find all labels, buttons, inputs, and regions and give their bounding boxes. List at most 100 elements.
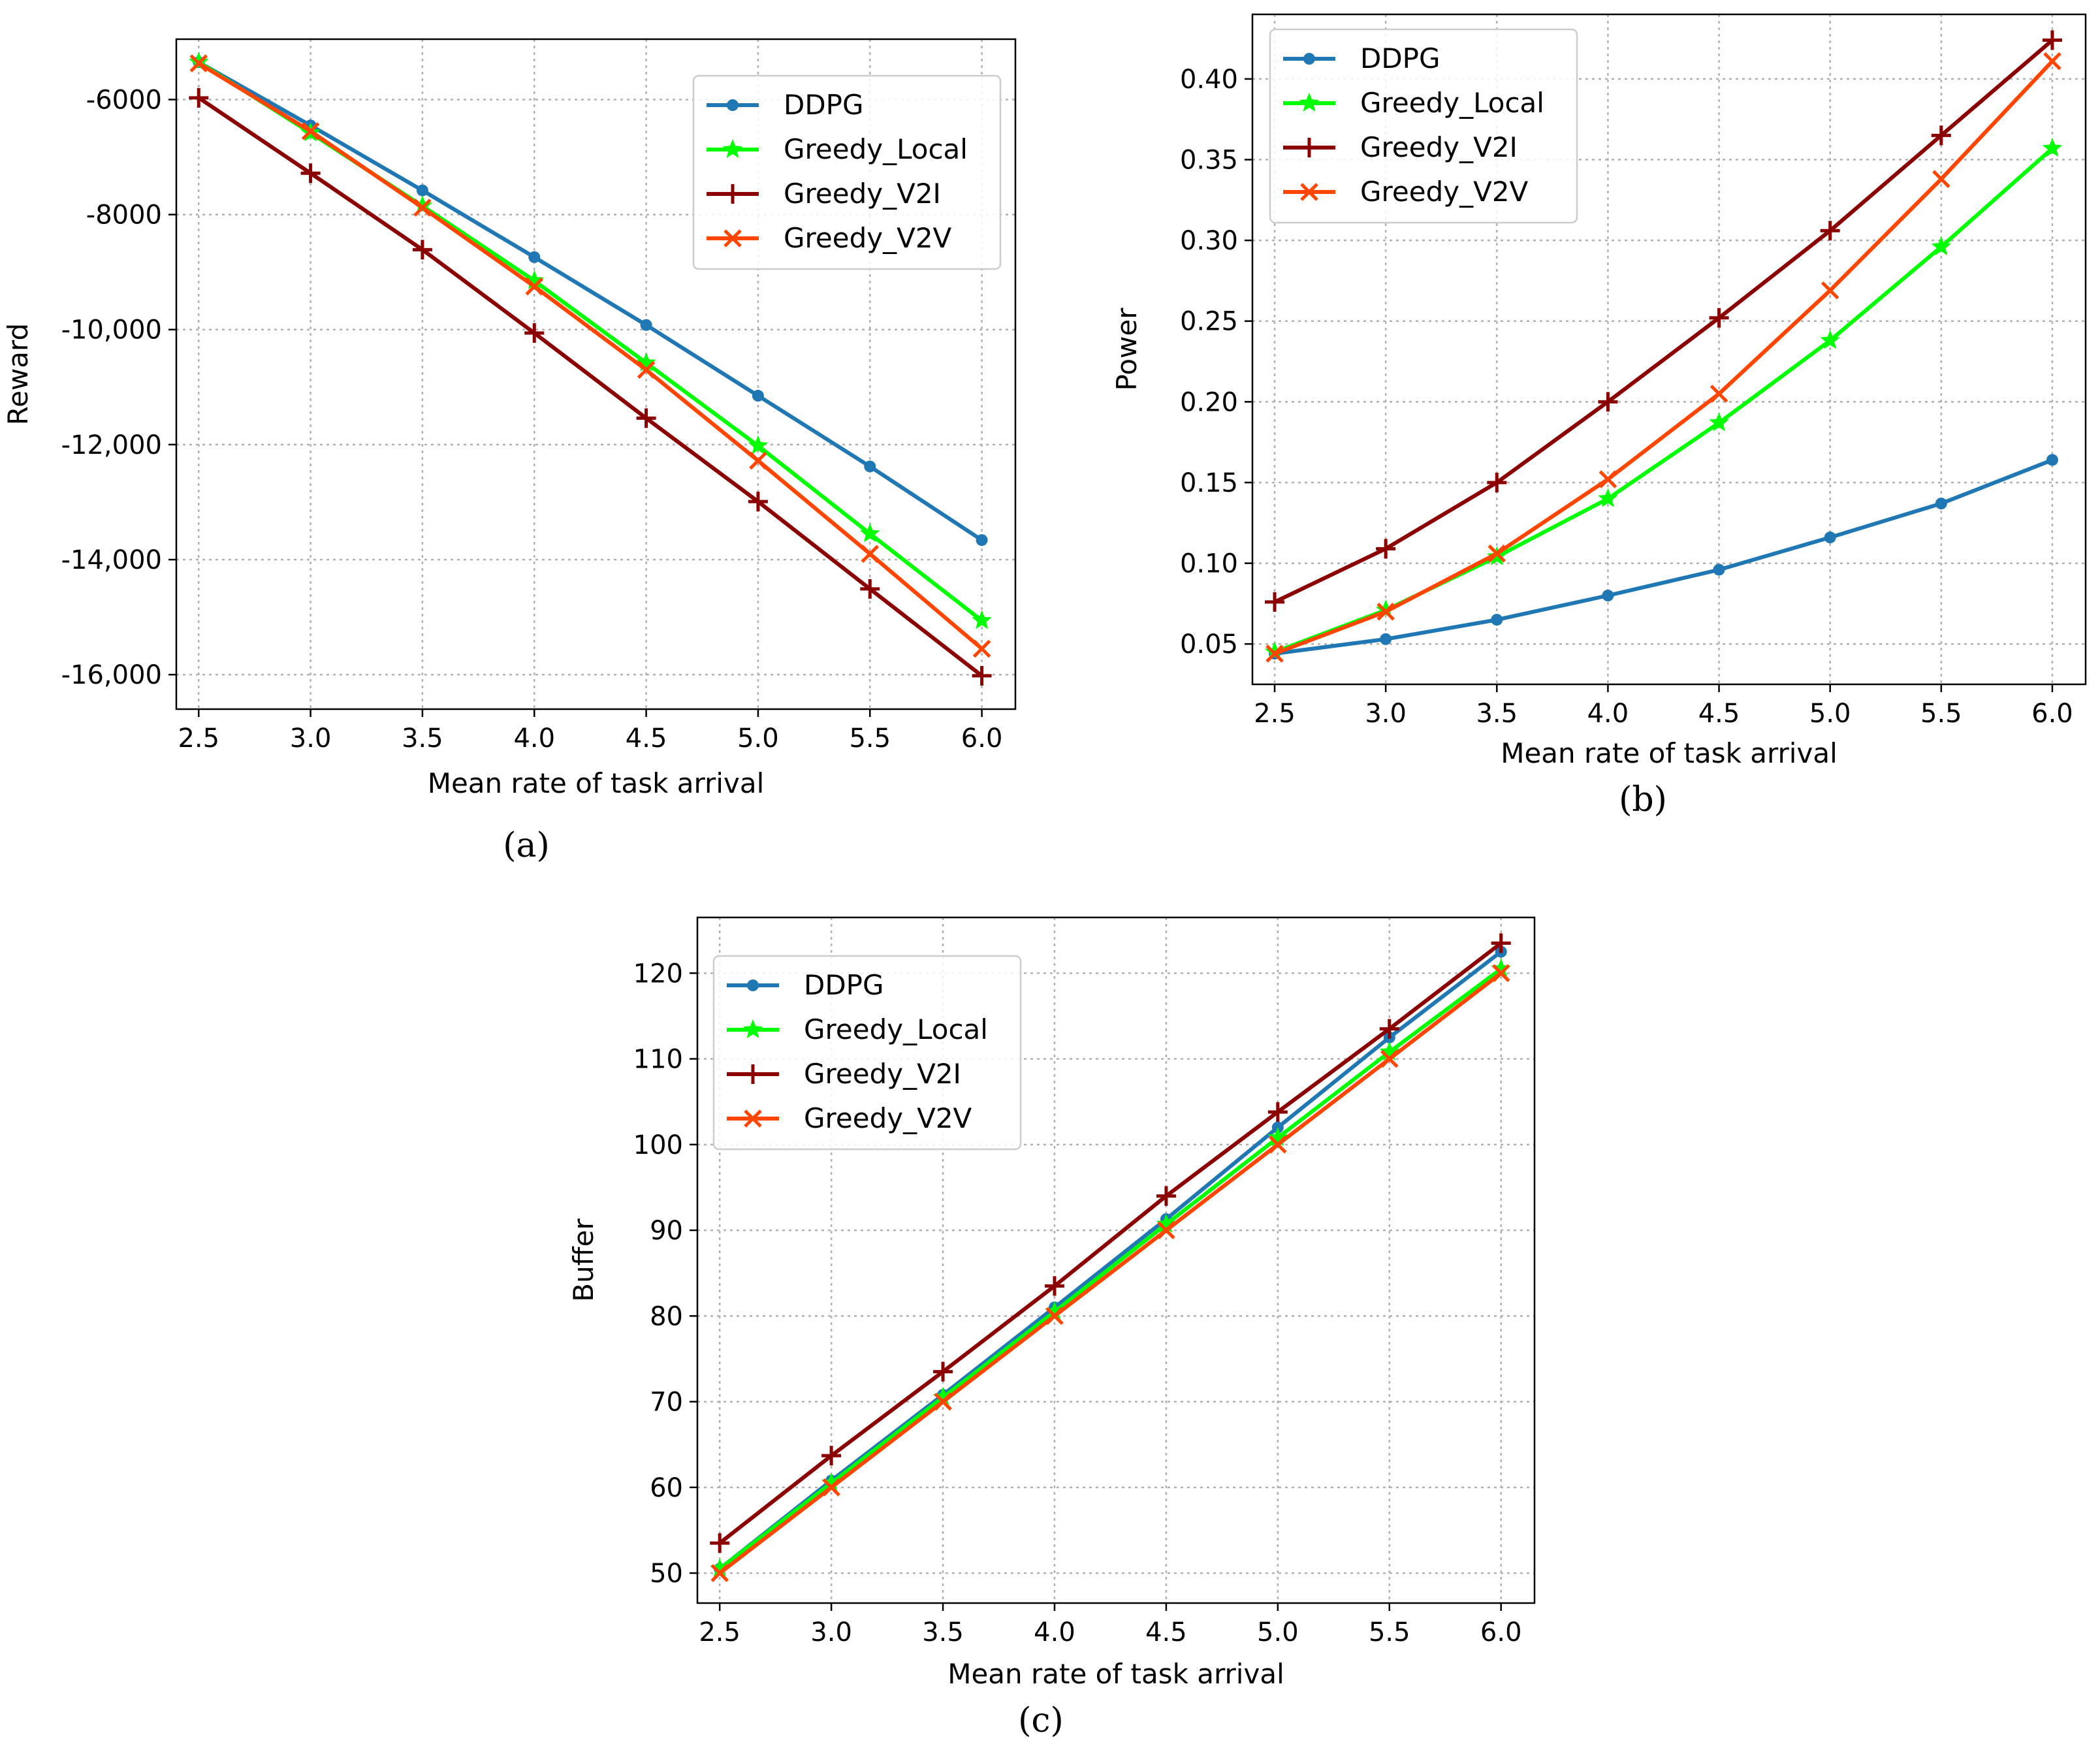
data-point-greedy_v2i [300,163,321,183]
y-tick-label: 0.05 [1180,629,1238,660]
legend-label-greedy_v2i: Greedy_V2I [784,178,941,210]
data-point-greedy_v2i [1820,221,1840,241]
plot-frame [1251,13,2087,686]
data-point-greedy_v2i [636,408,656,428]
legend-marker-ddpg [727,99,739,111]
data-point-greedy_v2v [189,54,208,72]
series-line-ddpg [1274,458,2054,656]
data-point-ddpg [1935,498,1947,510]
data-point-ddpg [752,390,764,402]
data-point-greedy_v2v [1380,1049,1399,1068]
data-point-greedy_v2v [972,639,991,658]
data-point-ddpg [2046,454,2058,466]
series-line-greedy_local [718,967,1503,1570]
y-tick-label: 0.20 [1180,387,1238,417]
data-point-greedy_v2v [934,1392,952,1411]
chart-panel-c: 2.5 3.0 3.5 4.0 4.5 5.0 5.5 6.0 50 60 70 80 90 100 110… [567,916,1536,1690]
legend-box [1269,28,1578,224]
data-point-ddpg [1602,590,1614,602]
data-point-greedy_v2v [2043,52,2061,71]
y-axis-label: Reward [2,323,34,425]
x-tick-label: 5.5 [1920,699,1962,729]
data-point-greedy_local [932,1387,953,1406]
data-point-greedy_local [1709,412,1729,432]
data-point-greedy_v2i [710,1533,730,1553]
data-point-greedy_v2i [1931,125,1951,146]
data-point-greedy_v2v [1157,1221,1175,1239]
data-point-ddpg [1380,633,1392,645]
y-tick-label: 50 [650,1559,683,1589]
data-point-greedy_local [412,195,433,215]
y-tick-label: 0.35 [1180,146,1238,176]
legend-marker-greedy_local [722,139,743,158]
x-tick-label: 5.0 [1809,699,1851,729]
plot-frame [175,38,1017,710]
data-point-greedy_v2v [1265,644,1284,663]
data-point-greedy_v2i [524,323,545,343]
legend-label-greedy_v2v: Greedy_V2V [1360,176,1529,208]
y-tick-label: 0.15 [1180,468,1238,498]
y-tick-label: 110 [633,1045,683,1075]
data-point-greedy_local [1267,1127,1288,1147]
data-point-ddpg [1824,532,1836,544]
x-tick-label: 3.0 [1365,699,1407,729]
legend-label-ddpg: DDPG [784,89,864,121]
data-point-greedy_v2v [822,1478,840,1497]
data-point-greedy_v2v [1599,470,1617,488]
data-point-ddpg [1491,614,1503,626]
data-point-greedy_local [1491,958,1511,978]
data-point-greedy_v2i [1598,392,1618,412]
data-point-greedy_v2v [1821,281,1839,300]
legend-marker-greedy_local [1299,93,1320,112]
data-point-ddpg [528,251,541,263]
x-tick-label: 5.5 [849,724,891,754]
y-tick-label: -8000 [86,200,162,231]
caption-a: (a) [503,826,550,865]
y-tick-label: 120 [633,959,683,989]
legend-marker-greedy_v2i [743,1064,763,1084]
series-line-greedy_v2i [1273,39,2054,604]
series-line-greedy_v2v [1273,59,2054,656]
y-tick-label: 90 [650,1216,683,1246]
legend-label-ddpg: DDPG [804,969,884,1001]
data-point-greedy_v2i [1267,1102,1288,1122]
series-line-ddpg [718,950,1503,1570]
legend-label-ddpg: DDPG [1360,42,1440,74]
series-line-greedy_v2i [197,96,983,678]
legend-marker-greedy_v2i [1299,138,1319,157]
caption-c: (c) [1018,1701,1064,1740]
legend-label-greedy_v2v: Greedy_V2V [804,1102,972,1134]
series-line-greedy_v2v [197,61,983,650]
x-tick-label: 4.0 [1034,1617,1075,1647]
x-tick-label: 5.0 [1257,1617,1299,1647]
chart-panel-a: 2.5 3.0 3.5 4.0 4.5 5.0 5.5 6.0 -16,000 -14,000 -1… [2,38,1017,799]
x-tick-label: 6.0 [961,724,1003,754]
series-line-greedy_v2v [718,971,1503,1575]
y-tick-label: 100 [633,1130,683,1160]
data-point-greedy_v2v [1491,964,1510,983]
y-tick-label: 80 [650,1301,683,1331]
legend-marker-greedy_v2i [723,184,742,204]
x-tick-label: 3.5 [1476,699,1518,729]
y-axis-label: Power [1111,308,1143,391]
data-point-greedy_local [636,352,656,372]
data-point-greedy_local [710,1558,730,1578]
legend-label-greedy_local: Greedy_Local [1360,87,1544,119]
x-tick-label: 3.0 [810,1617,852,1647]
data-point-ddpg [1713,564,1725,576]
data-point-greedy_local [1379,1042,1399,1060]
data-point-ddpg [976,534,988,547]
y-tick-label: 60 [650,1473,683,1503]
data-point-greedy_v2i [821,1446,842,1466]
legend-box [692,74,1002,270]
y-tick-label: 0.40 [1180,65,1238,95]
y-tick-label: -16,000 [61,660,162,690]
data-point-greedy_local [1375,599,1396,619]
series-line-ddpg [197,60,983,542]
legend-box [712,955,1022,1151]
x-tick-label: 6.0 [1480,1617,1522,1647]
x-tick-label: 3.5 [402,724,443,754]
data-point-greedy_v2i [1379,1019,1399,1039]
data-point-greedy_v2i [1487,472,1507,492]
legend-marker-greedy_v2v [724,229,742,247]
